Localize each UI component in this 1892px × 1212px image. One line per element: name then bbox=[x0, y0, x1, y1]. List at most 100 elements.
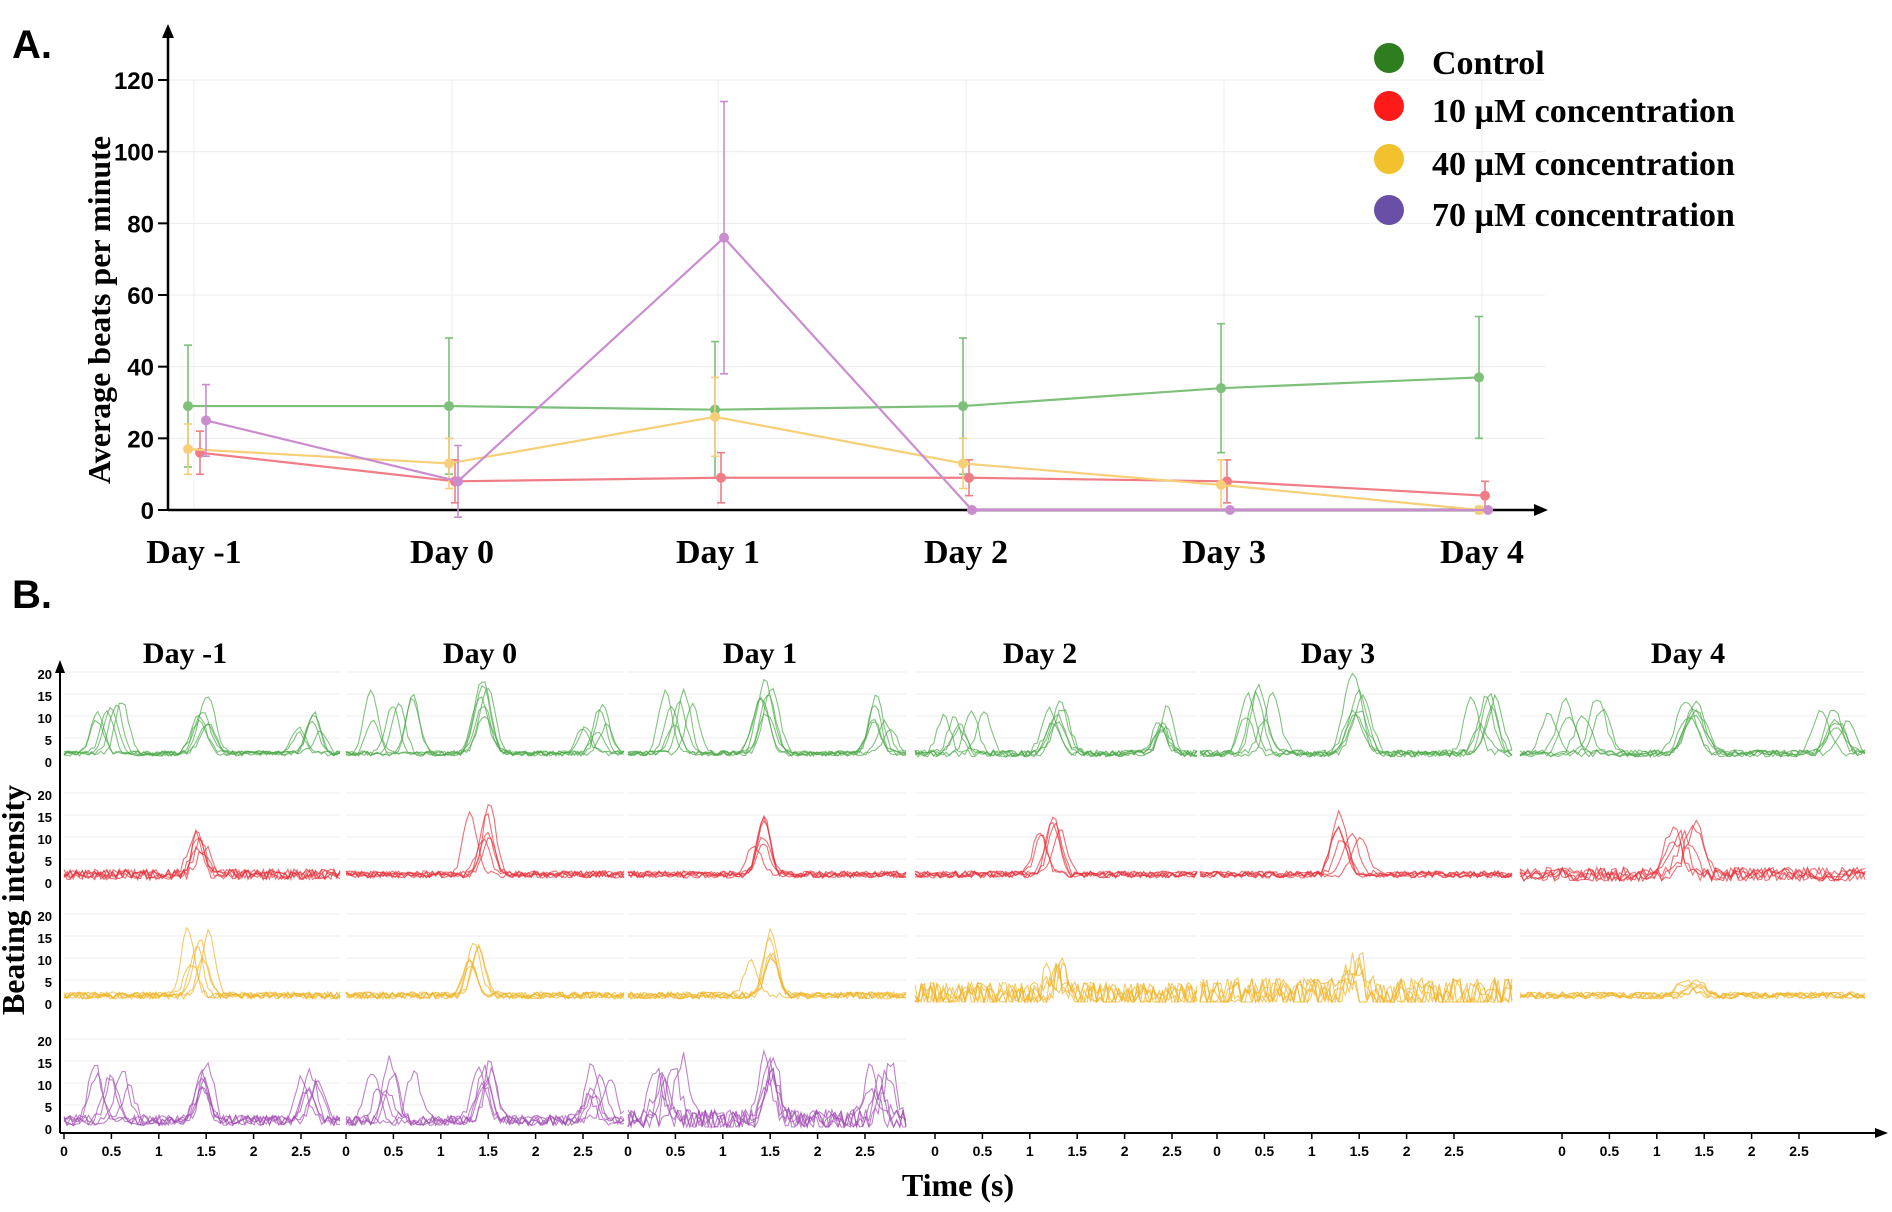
chart-a-y-tick-label: 60 bbox=[127, 283, 154, 310]
chart-a-series-line bbox=[187, 415, 1480, 512]
chart-b-trace bbox=[1519, 979, 1866, 1000]
chart-a-x-tick-label: Day 2 bbox=[924, 534, 1008, 571]
chart-b-column-title: Day 4 bbox=[1651, 637, 1725, 670]
chart-b-x-tick-label: 2 bbox=[1121, 1143, 1129, 1159]
chart-b-cell bbox=[63, 926, 341, 1001]
legend-marker-1 bbox=[1374, 91, 1404, 121]
chart-b-cell bbox=[627, 815, 907, 879]
chart-b-trace bbox=[627, 687, 907, 757]
chart-b-x-tick-label: 2 bbox=[532, 1143, 540, 1159]
chart-b-trace bbox=[1519, 699, 1866, 758]
chart-b-trace bbox=[1519, 829, 1866, 883]
chart-b-cell bbox=[345, 681, 625, 758]
chart-a-point bbox=[719, 232, 729, 243]
chart-a-point bbox=[183, 401, 193, 412]
chart-b-trace bbox=[914, 967, 1198, 1004]
chart-b-x-tick-label: 2.5 bbox=[855, 1143, 875, 1159]
chart-b-y-tick-label: 0 bbox=[45, 755, 52, 770]
chart-b-x-tick-label: 2 bbox=[250, 1143, 258, 1159]
chart-b: Day -1 Day 0 Day 1 Day 2 Day 3 Day 4 05101520… bbox=[0, 637, 1888, 1203]
chart-a-point bbox=[444, 458, 454, 469]
chart-b-trace bbox=[345, 945, 625, 1000]
chart-b-trace bbox=[63, 1076, 341, 1127]
chart-b-x-tick-label: 2.5 bbox=[1789, 1143, 1809, 1159]
legend-label-3: 70 µM concentration bbox=[1432, 197, 1735, 234]
chart-b-y-tick-label: 5 bbox=[45, 854, 52, 869]
chart-b-y-tick-label: 15 bbox=[38, 1056, 52, 1071]
chart-b-trace bbox=[914, 700, 1198, 758]
chart-a-y-tick-label: 80 bbox=[127, 211, 154, 238]
chart-b-column-title: Day -1 bbox=[143, 637, 227, 670]
chart-b-trace bbox=[1199, 825, 1513, 879]
chart-a-point bbox=[183, 444, 193, 455]
chart-b-traces bbox=[63, 672, 1866, 1130]
chart-b-y-tick-label: 5 bbox=[45, 1100, 52, 1115]
chart-b-cell bbox=[914, 957, 1198, 1005]
chart-b-trace bbox=[627, 1048, 907, 1129]
chart-a-series-0 bbox=[183, 315, 1484, 479]
chart-b-x-tick-label: 2.5 bbox=[291, 1143, 311, 1159]
chart-a-point bbox=[1474, 372, 1484, 383]
legend-marker-0 bbox=[1374, 43, 1404, 73]
chart-b-trace bbox=[914, 706, 1198, 758]
chart-b-trace bbox=[1519, 701, 1866, 758]
chart-b-trace bbox=[345, 957, 625, 1000]
chart-b-y-axis-arrow bbox=[55, 660, 65, 673]
chart-b-trace bbox=[1199, 689, 1513, 758]
chart-b-y-tick-label: 0 bbox=[45, 876, 52, 891]
chart-b-cell bbox=[63, 696, 341, 757]
chart-b-x-tick-label: 2 bbox=[1748, 1143, 1756, 1159]
chart-b-trace bbox=[345, 803, 625, 879]
chart-b-y-tick-label: 15 bbox=[38, 689, 52, 704]
chart-b-x-tick-label: 0.5 bbox=[1255, 1143, 1275, 1159]
chart-a-legend: Control 10 µM concentration 40 µM concentr… bbox=[1374, 43, 1735, 234]
legend-label-1: 10 µM concentration bbox=[1432, 93, 1735, 130]
chart-b-y-ticks: 0 5 10 15 20 0 5 10 15 20 0 5 10 15 20 0 5 10 15 20 bbox=[38, 667, 52, 1137]
chart-b-x-tick-label: 0.5 bbox=[384, 1143, 404, 1159]
chart-a-y-ticks: 0 20 40 60 80 100 120 bbox=[114, 68, 168, 525]
chart-b-cell bbox=[345, 1055, 625, 1127]
chart-a-point bbox=[710, 411, 720, 422]
chart-b-trace bbox=[63, 710, 341, 757]
chart-a-x-tick-label: Day 1 bbox=[676, 534, 760, 571]
chart-b-x-tick-label: 2.5 bbox=[1444, 1143, 1464, 1159]
chart-b-x-tick-label: 1 bbox=[155, 1143, 163, 1159]
chart-a-y-tick-label: 40 bbox=[127, 355, 154, 382]
chart-b-x-tick-label: 1 bbox=[1653, 1143, 1661, 1159]
chart-b-trace bbox=[914, 962, 1198, 1004]
chart-b-trace bbox=[345, 687, 625, 757]
chart-b-y-tick-label: 10 bbox=[38, 953, 52, 968]
chart-a-y-tick-label: 20 bbox=[127, 426, 154, 453]
chart-b-x-tick-label: 1.5 bbox=[760, 1143, 780, 1159]
legend-label-2: 40 µM concentration bbox=[1432, 146, 1735, 183]
chart-b-trace bbox=[63, 706, 341, 757]
chart-b-trace bbox=[627, 678, 907, 757]
chart-b-trace bbox=[63, 939, 341, 1000]
chart-b-x-tick-label: 0.5 bbox=[1600, 1143, 1620, 1159]
chart-b-trace bbox=[345, 1064, 625, 1127]
chart-b-trace bbox=[1199, 956, 1513, 1005]
chart-b-x-tick-label: 1 bbox=[437, 1143, 445, 1159]
chart-b-cell bbox=[914, 700, 1198, 758]
chart-b-trace bbox=[627, 1063, 907, 1130]
chart-b-x-axis-arrow bbox=[1875, 1128, 1888, 1138]
chart-a-point bbox=[201, 415, 211, 426]
chart-b-trace bbox=[914, 834, 1198, 879]
chart-a-point bbox=[958, 401, 968, 412]
chart-b-trace bbox=[1199, 964, 1513, 1005]
chart-b-trace bbox=[63, 828, 341, 882]
chart-b-cell bbox=[1199, 951, 1513, 1005]
chart-b-cell bbox=[627, 1048, 907, 1130]
chart-b-cell bbox=[345, 803, 625, 879]
chart-a-x-tick-label: Day 3 bbox=[1182, 534, 1266, 571]
chart-b-trace bbox=[1520, 697, 1866, 758]
legend-marker-2 bbox=[1374, 144, 1404, 174]
chart-a-y-tick-label: 0 bbox=[141, 498, 154, 525]
chart-b-trace bbox=[1199, 826, 1513, 879]
chart-a-y-tick-label: 100 bbox=[114, 140, 154, 167]
chart-a-series bbox=[183, 100, 1493, 518]
chart-b-trace bbox=[1519, 824, 1866, 883]
chart-a-point bbox=[958, 458, 968, 469]
chart-b-trace bbox=[63, 1064, 341, 1127]
chart-b-y-tick-label: 5 bbox=[45, 975, 52, 990]
